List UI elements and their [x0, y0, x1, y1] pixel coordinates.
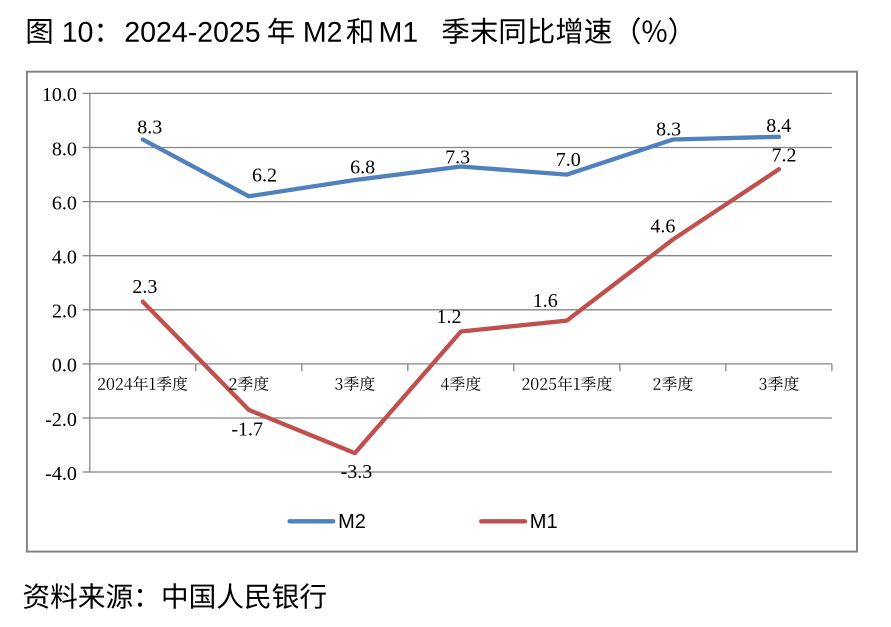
svg-text:6.0: 6.0 — [52, 192, 77, 214]
svg-text:10.0: 10.0 — [42, 84, 77, 106]
svg-text:2.0: 2.0 — [52, 301, 77, 323]
svg-text:M1: M1 — [530, 511, 558, 533]
svg-text:7.3: 7.3 — [445, 147, 470, 169]
svg-text:8.4: 8.4 — [766, 115, 791, 137]
svg-text:1.2: 1.2 — [437, 306, 462, 328]
svg-text:7.2: 7.2 — [772, 144, 797, 166]
svg-text:8.3: 8.3 — [656, 119, 681, 141]
svg-text:0.0: 0.0 — [52, 355, 77, 377]
svg-text:-1.7: -1.7 — [231, 418, 263, 440]
svg-text:-3.3: -3.3 — [341, 461, 373, 483]
svg-text:7.0: 7.0 — [556, 149, 581, 171]
svg-text:4.0: 4.0 — [52, 247, 77, 269]
svg-text:M2: M2 — [338, 511, 366, 533]
svg-text:8.0: 8.0 — [52, 138, 77, 160]
svg-text:6.2: 6.2 — [252, 165, 277, 187]
svg-text:-2.0: -2.0 — [45, 409, 77, 431]
svg-text:8.3: 8.3 — [137, 117, 162, 139]
svg-text:4.6: 4.6 — [650, 215, 675, 237]
svg-text:-4.0: -4.0 — [45, 463, 77, 485]
svg-text:1.6: 1.6 — [533, 290, 558, 312]
svg-text:6.8: 6.8 — [350, 156, 375, 178]
svg-text:2.3: 2.3 — [132, 276, 157, 298]
